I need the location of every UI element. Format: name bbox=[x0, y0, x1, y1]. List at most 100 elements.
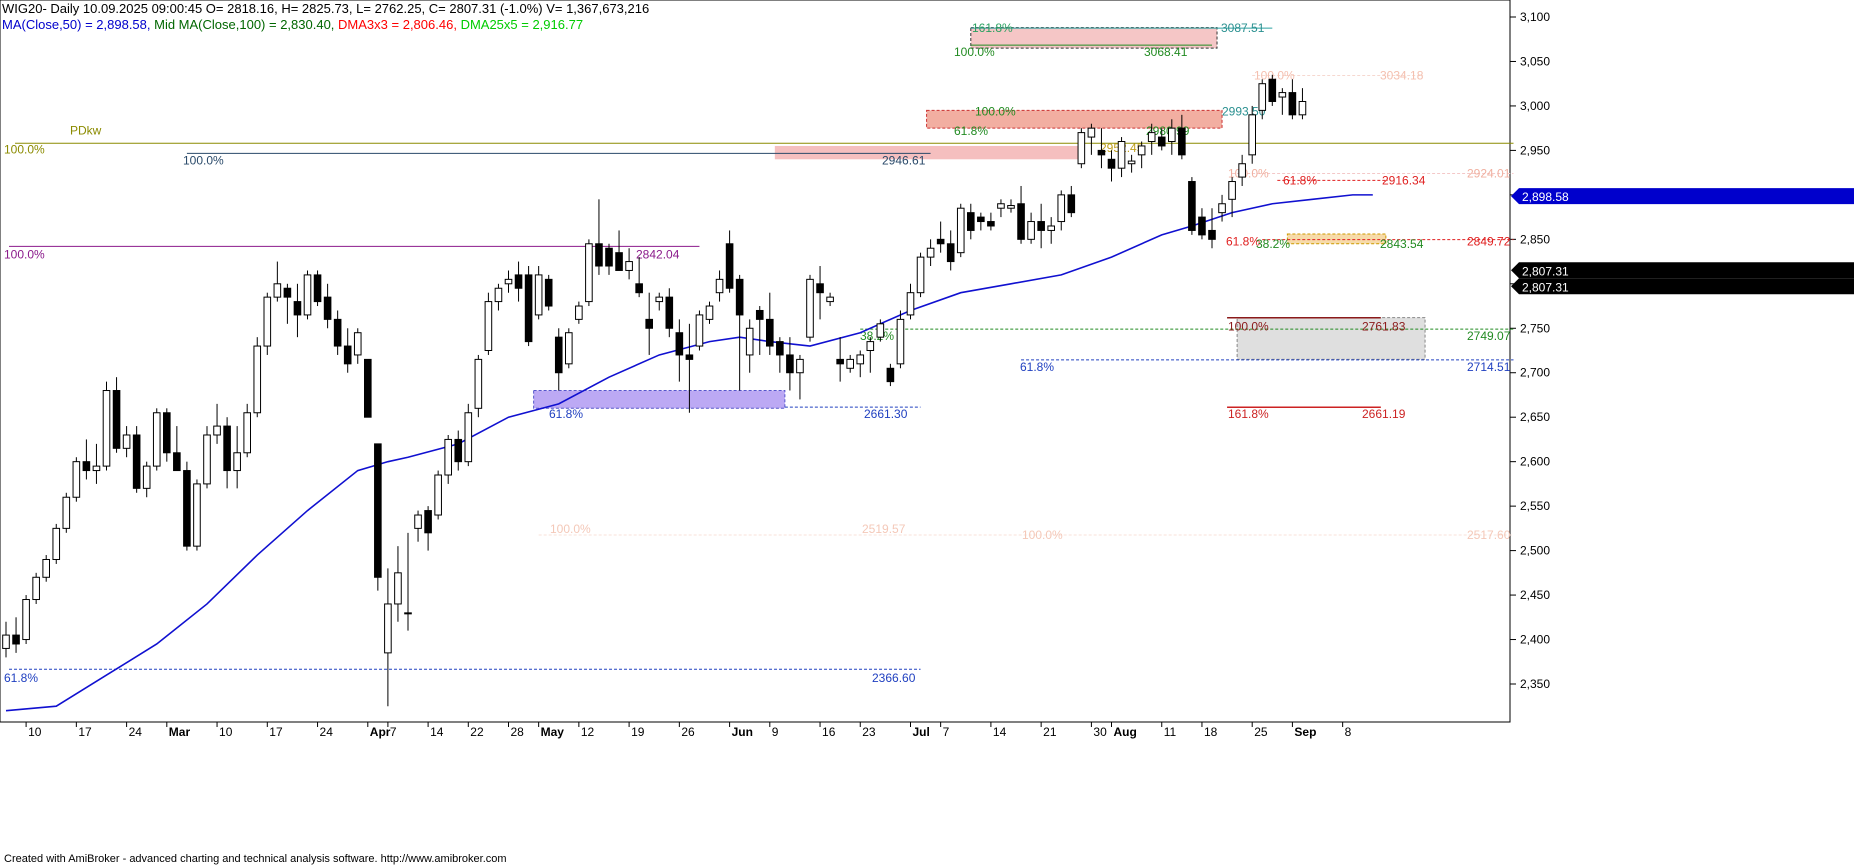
candle-body bbox=[1228, 181, 1236, 200]
x-tick-label: 14 bbox=[993, 725, 1007, 739]
level-2714-pct: 61.8% bbox=[1020, 360, 1054, 374]
candle-body bbox=[846, 358, 855, 369]
level-2517-value: 2517.60 bbox=[1467, 528, 1511, 542]
candle-body bbox=[685, 354, 694, 360]
candle bbox=[273, 261, 282, 302]
candle bbox=[554, 328, 563, 391]
candle-body bbox=[32, 576, 40, 601]
candle bbox=[806, 274, 814, 342]
candle-body bbox=[213, 425, 221, 436]
candle bbox=[213, 403, 221, 444]
candle-body bbox=[1097, 149, 1106, 156]
candle-body bbox=[313, 274, 322, 303]
candle-body bbox=[1107, 158, 1116, 169]
candle bbox=[173, 426, 181, 472]
candle-body bbox=[1258, 83, 1267, 111]
level-2661b-pct: 161.8% bbox=[1228, 407, 1269, 421]
candle-body bbox=[725, 243, 734, 289]
candle-body bbox=[936, 238, 945, 245]
y-tick-label: 2,450 bbox=[1520, 588, 1550, 602]
candle-body bbox=[1198, 216, 1206, 236]
candle-body bbox=[705, 305, 714, 320]
candle-body bbox=[615, 252, 623, 271]
candle-body bbox=[343, 345, 352, 365]
x-tick-label: 17 bbox=[269, 725, 283, 739]
x-tick-label: 9 bbox=[772, 725, 779, 739]
plot-area bbox=[0, 0, 1511, 723]
ma50-legend: MA(Close,50) = 2,898.58, bbox=[2, 17, 151, 32]
candle-body bbox=[1117, 141, 1126, 169]
candle-body bbox=[1147, 132, 1156, 143]
x-tick-label: Sep bbox=[1294, 725, 1316, 739]
candle bbox=[685, 323, 694, 413]
candle bbox=[1298, 88, 1307, 120]
x-tick-label: 30 bbox=[1093, 725, 1107, 739]
candle-body bbox=[203, 434, 211, 485]
candle-body bbox=[916, 256, 925, 294]
candle-body bbox=[454, 438, 463, 463]
candle bbox=[313, 270, 322, 307]
level-2519-value: 2519.57 bbox=[862, 522, 906, 536]
candle bbox=[1218, 194, 1226, 222]
candle bbox=[1188, 177, 1196, 235]
candle bbox=[936, 221, 945, 253]
candle-body bbox=[494, 287, 503, 303]
candle-body bbox=[1067, 194, 1076, 214]
level-2924-value: 2924.01 bbox=[1467, 167, 1511, 181]
candle-body bbox=[946, 243, 955, 263]
x-tick-label: 25 bbox=[1254, 725, 1268, 739]
candle bbox=[1178, 114, 1186, 160]
badge-close-2 bbox=[1511, 278, 1854, 295]
candle-body bbox=[997, 203, 1005, 209]
candle bbox=[1278, 88, 1287, 115]
candle bbox=[705, 301, 714, 324]
candle-body bbox=[233, 452, 241, 472]
candle-body bbox=[504, 278, 513, 285]
level-3068-value: 3068.41 bbox=[1144, 45, 1188, 59]
y-tick-label: 2,750 bbox=[1520, 321, 1550, 335]
candle-body bbox=[1137, 145, 1146, 156]
candle bbox=[655, 292, 664, 311]
candle bbox=[1258, 79, 1267, 120]
candle bbox=[32, 572, 40, 604]
candle-body bbox=[755, 309, 764, 320]
candle-body bbox=[152, 412, 161, 467]
candle bbox=[544, 274, 553, 311]
level-2749-value: 2749.07 bbox=[1467, 329, 1511, 343]
candle-body bbox=[333, 318, 342, 347]
candle-body bbox=[1157, 136, 1166, 147]
candle bbox=[142, 461, 151, 498]
candle-body bbox=[142, 465, 151, 489]
candle bbox=[967, 203, 975, 240]
footer-credit: Created with AmiBroker - advanced charti… bbox=[4, 853, 507, 865]
candle-body bbox=[524, 274, 533, 343]
candle-body bbox=[223, 425, 231, 472]
level-2993-pct: 100.0% bbox=[975, 105, 1016, 119]
candle bbox=[946, 230, 955, 271]
candle-body bbox=[1288, 92, 1297, 116]
level-2843-value: 2843.54 bbox=[1380, 237, 1424, 251]
candle-body bbox=[464, 412, 473, 463]
x-tick-label: Jun bbox=[732, 725, 753, 739]
candle bbox=[896, 310, 905, 369]
header-quote-line: WIG20- Daily 10.09.2025 09:00:45 O= 2818… bbox=[2, 1, 650, 16]
candle bbox=[1137, 141, 1146, 169]
candle-body bbox=[987, 221, 995, 227]
level-2843-pct: 38.2% bbox=[1256, 237, 1290, 251]
x-tick-label: 11 bbox=[1164, 725, 1177, 739]
candle bbox=[303, 270, 312, 320]
candle-body bbox=[12, 634, 20, 645]
candle bbox=[1228, 177, 1236, 218]
y-tick-label: 2,700 bbox=[1520, 366, 1550, 380]
candle-body bbox=[72, 461, 81, 498]
header-indicator-line: MA(Close,50) = 2,898.58, Mid MA(Close,10… bbox=[2, 17, 583, 32]
x-tick-label: Aug bbox=[1114, 725, 1137, 739]
candle bbox=[92, 443, 101, 484]
level-2946-value: 2946.61 bbox=[882, 153, 926, 167]
level-2842-pct: 100.0% bbox=[4, 247, 45, 261]
candle-body bbox=[163, 412, 171, 454]
candle-body bbox=[977, 216, 985, 223]
x-tick-label: 16 bbox=[822, 725, 836, 739]
level-2661-value: 2661.30 bbox=[864, 407, 908, 421]
